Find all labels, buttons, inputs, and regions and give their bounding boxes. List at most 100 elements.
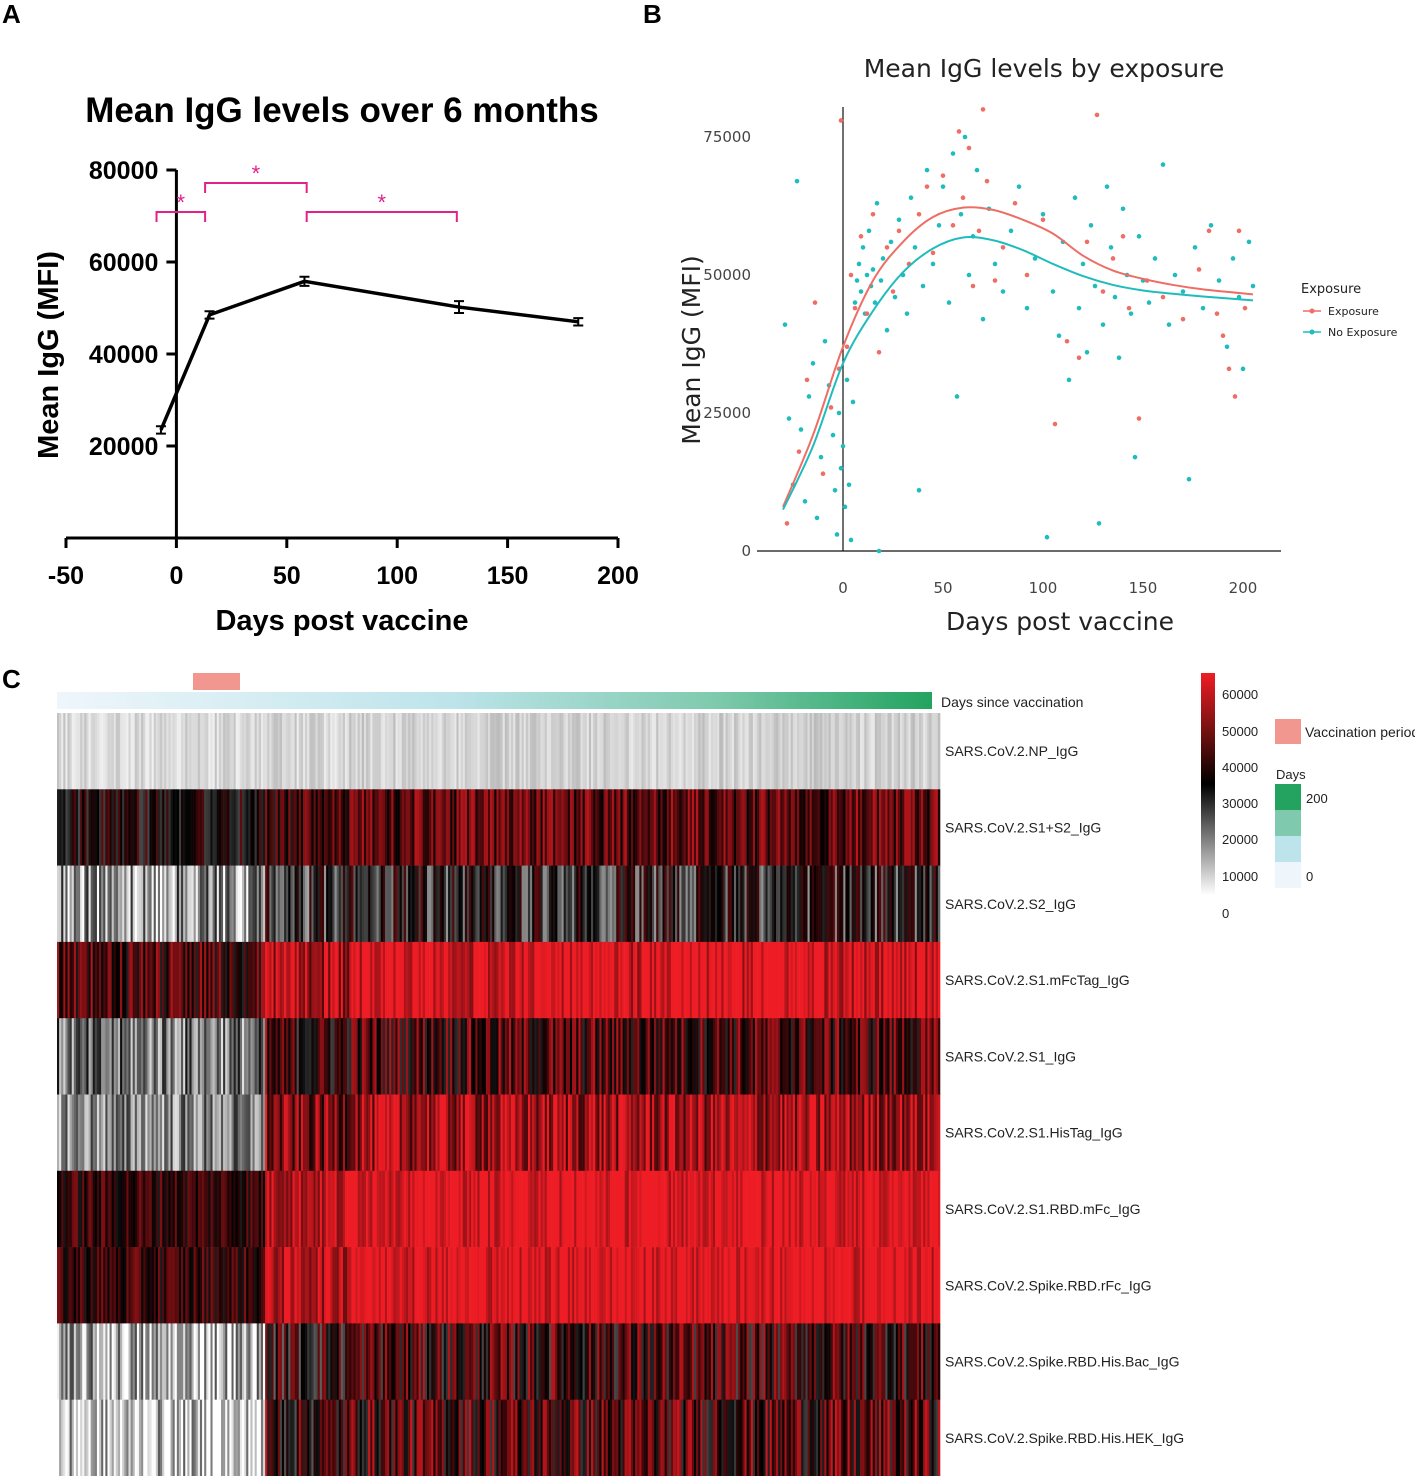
heatmap-cell: [763, 1323, 766, 1400]
heatmap-cell: [553, 941, 556, 1019]
heatmap-cell: [445, 1247, 449, 1324]
heatmap-cell: [616, 1094, 619, 1172]
heatmap-cell: [544, 1399, 548, 1476]
no-exposure-point: [838, 465, 844, 471]
heatmap-cell: [481, 1247, 485, 1324]
heatmap-cell: [542, 1018, 546, 1095]
heatmap-cell: [782, 1170, 785, 1248]
heatmap-cell: [666, 1247, 670, 1324]
heatmap-cell: [109, 713, 112, 790]
heatmap-cell: [284, 1018, 287, 1095]
heatmap-cell: [681, 713, 684, 790]
heatmap-cell: [576, 1399, 579, 1476]
heatmap-cell: [120, 713, 123, 790]
heatmap-cell: [673, 1170, 676, 1248]
heatmap-cell: [553, 1018, 556, 1095]
heatmap-cell: [101, 713, 104, 790]
heatmap-cell: [683, 713, 686, 790]
heatmap-cell: [803, 1094, 806, 1172]
heatmap-cell: [628, 1018, 632, 1095]
heatmap-cell: [452, 941, 455, 1019]
heatmap-cell: [433, 865, 436, 943]
heatmap-cell: [927, 1018, 930, 1095]
heatmap-cell: [729, 865, 733, 943]
heatmap-cell: [126, 1094, 129, 1172]
exposure-point: [976, 228, 982, 234]
heatmap-cell: [574, 1399, 577, 1476]
heatmap-cell: [603, 865, 607, 943]
heatmap-cell: [561, 713, 564, 790]
heatmap-cell: [706, 1323, 710, 1400]
heatmap-cell: [616, 1018, 619, 1095]
heatmap-cell: [937, 713, 941, 790]
heatmap-cell: [513, 1018, 516, 1095]
heatmap-cell: [252, 1018, 255, 1095]
heatmap-cell: [519, 1018, 522, 1095]
heatmap-cell: [576, 941, 579, 1019]
heatmap-cell: [530, 1399, 533, 1476]
heatmap-cell: [456, 1170, 459, 1248]
heatmap-cell: [466, 1018, 470, 1095]
heatmap-cell: [635, 1399, 638, 1476]
heatmap-cell: [168, 1094, 171, 1172]
heatmap-cell: [128, 1247, 131, 1324]
heatmap-cell: [569, 865, 573, 943]
heatmap-cell: [412, 865, 415, 943]
heatmap-cell: [92, 941, 96, 1019]
heatmap-cell: [176, 1018, 180, 1095]
heatmap-cell: [702, 1094, 705, 1172]
heatmap-cell: [149, 713, 152, 790]
heatmap-cell: [174, 789, 178, 866]
heatmap-cell: [422, 1399, 426, 1476]
heatmap-cell: [778, 1323, 781, 1400]
heatmap-cell: [101, 1399, 104, 1476]
heatmap-cell: [895, 1170, 899, 1248]
heatmap-cell: [729, 789, 733, 866]
heatmap-cell: [492, 1018, 495, 1095]
heatmap-cell: [637, 713, 640, 790]
heatmap-cell: [122, 865, 125, 943]
heatmap-cell: [290, 1170, 293, 1248]
heatmap-cell: [406, 789, 409, 866]
heatmap-cell: [220, 1399, 224, 1476]
heatmap-cell: [902, 1323, 905, 1400]
heatmap-cell: [361, 865, 365, 943]
heatmap-cell: [572, 1247, 575, 1324]
heatmap-cell: [126, 1399, 129, 1476]
heatmap-cell: [174, 1018, 178, 1095]
heatmap-cell: [75, 1170, 79, 1248]
heatmap-cell: [233, 1247, 236, 1324]
heatmap-cell: [265, 1094, 268, 1172]
heatmap-cell: [607, 865, 611, 943]
heatmap-cell: [509, 941, 512, 1019]
heatmap-cell: [551, 1399, 554, 1476]
heatmap-cell: [437, 941, 440, 1019]
heatmap-cell: [885, 1018, 888, 1095]
heatmap-cell: [307, 1018, 310, 1095]
heatmap-cell: [607, 1323, 611, 1400]
heatmap-cell: [305, 1170, 308, 1248]
heatmap-cell: [61, 1018, 64, 1095]
heatmap-cell: [666, 789, 670, 866]
heatmap-cell: [576, 1170, 579, 1248]
heatmap-cell: [248, 865, 251, 943]
heatmap-cell: [59, 1170, 62, 1248]
heatmap-cell: [225, 1018, 228, 1095]
heatmap-cell: [149, 1018, 152, 1095]
heatmap-cell: [86, 789, 89, 866]
heatmap-cell: [624, 1323, 628, 1400]
heatmap-cell: [715, 1018, 718, 1095]
heatmap-cell: [843, 941, 846, 1019]
heatmap-cell: [292, 1018, 295, 1095]
exposure-point: [884, 245, 890, 250]
heatmap-cell: [244, 1399, 247, 1476]
heatmap-cell: [937, 1170, 941, 1248]
heatmap-cell: [694, 941, 697, 1019]
heatmap-cell: [811, 1170, 815, 1248]
heatmap-cell: [670, 1399, 674, 1476]
heatmap-cell: [410, 865, 413, 943]
heatmap-cell: [506, 713, 510, 790]
heatmap-cell: [61, 789, 64, 866]
heatmap-cell: [786, 865, 789, 943]
heatmap-cell: [822, 1094, 825, 1172]
